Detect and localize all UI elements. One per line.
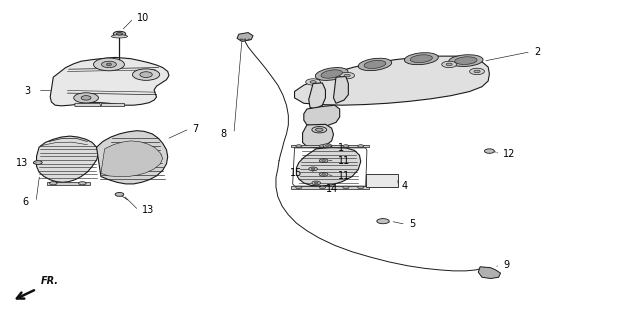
Text: 6: 6 xyxy=(22,197,29,207)
Text: 14: 14 xyxy=(326,184,338,194)
Ellipse shape xyxy=(340,72,355,79)
Text: 10: 10 xyxy=(137,13,149,23)
Ellipse shape xyxy=(484,149,494,153)
Ellipse shape xyxy=(113,31,126,36)
Polygon shape xyxy=(478,267,500,278)
Polygon shape xyxy=(75,103,101,107)
Ellipse shape xyxy=(343,145,349,147)
Text: 13: 13 xyxy=(142,205,154,215)
Polygon shape xyxy=(237,33,253,42)
Text: 1: 1 xyxy=(338,143,344,153)
Text: 15: 15 xyxy=(290,168,303,178)
Ellipse shape xyxy=(296,145,302,147)
Ellipse shape xyxy=(454,57,477,64)
FancyBboxPatch shape xyxy=(240,39,242,40)
Ellipse shape xyxy=(309,167,317,171)
Ellipse shape xyxy=(311,168,315,170)
Text: 2: 2 xyxy=(534,47,540,57)
Ellipse shape xyxy=(81,96,91,100)
Ellipse shape xyxy=(410,55,432,63)
Ellipse shape xyxy=(50,182,57,185)
FancyBboxPatch shape xyxy=(244,39,246,40)
Polygon shape xyxy=(101,141,163,177)
Ellipse shape xyxy=(74,93,99,103)
Text: 7: 7 xyxy=(192,124,199,134)
Text: 4: 4 xyxy=(402,181,408,191)
Ellipse shape xyxy=(446,63,452,66)
Ellipse shape xyxy=(358,145,364,147)
Polygon shape xyxy=(47,182,91,185)
Ellipse shape xyxy=(310,81,316,83)
Ellipse shape xyxy=(79,182,86,185)
Polygon shape xyxy=(101,103,125,107)
Ellipse shape xyxy=(94,58,125,71)
Ellipse shape xyxy=(326,145,329,147)
Text: 5: 5 xyxy=(409,219,415,229)
Ellipse shape xyxy=(344,74,350,77)
Ellipse shape xyxy=(312,126,327,133)
Polygon shape xyxy=(296,147,361,186)
Text: 9: 9 xyxy=(503,260,509,269)
Polygon shape xyxy=(50,57,169,106)
FancyBboxPatch shape xyxy=(247,39,250,40)
Ellipse shape xyxy=(296,186,302,189)
Ellipse shape xyxy=(102,61,117,68)
Text: 11: 11 xyxy=(338,156,350,166)
Ellipse shape xyxy=(133,69,160,80)
Ellipse shape xyxy=(364,60,386,68)
Ellipse shape xyxy=(319,145,326,147)
Ellipse shape xyxy=(321,70,342,78)
Ellipse shape xyxy=(322,173,326,175)
Ellipse shape xyxy=(323,144,332,148)
Ellipse shape xyxy=(358,186,364,189)
Text: 11: 11 xyxy=(338,171,350,181)
Ellipse shape xyxy=(319,159,328,163)
Ellipse shape xyxy=(112,35,128,38)
Polygon shape xyxy=(304,105,340,126)
Ellipse shape xyxy=(469,68,484,75)
Ellipse shape xyxy=(33,161,42,164)
Ellipse shape xyxy=(322,160,326,162)
Ellipse shape xyxy=(315,68,348,80)
Ellipse shape xyxy=(343,186,349,189)
Ellipse shape xyxy=(319,172,328,176)
Ellipse shape xyxy=(115,193,124,196)
Text: 13: 13 xyxy=(16,158,29,168)
Polygon shape xyxy=(291,186,369,189)
Polygon shape xyxy=(303,124,334,148)
Ellipse shape xyxy=(140,72,153,77)
Ellipse shape xyxy=(107,63,112,66)
Ellipse shape xyxy=(358,58,392,71)
Ellipse shape xyxy=(312,181,321,185)
Text: 8: 8 xyxy=(220,129,226,139)
Polygon shape xyxy=(309,83,326,109)
Polygon shape xyxy=(97,131,168,184)
Polygon shape xyxy=(37,136,99,182)
Polygon shape xyxy=(291,145,369,147)
Text: FR.: FR. xyxy=(41,276,59,286)
Ellipse shape xyxy=(474,70,480,73)
Ellipse shape xyxy=(377,219,389,224)
Ellipse shape xyxy=(442,61,456,68)
Ellipse shape xyxy=(449,55,483,67)
Polygon shape xyxy=(334,76,348,103)
Text: 12: 12 xyxy=(503,149,515,159)
FancyBboxPatch shape xyxy=(366,174,398,187)
Text: 3: 3 xyxy=(24,85,30,96)
Ellipse shape xyxy=(117,33,123,35)
Ellipse shape xyxy=(316,128,323,131)
Polygon shape xyxy=(294,56,489,105)
Ellipse shape xyxy=(404,53,438,65)
Ellipse shape xyxy=(314,182,318,184)
Ellipse shape xyxy=(319,186,326,189)
Ellipse shape xyxy=(306,79,321,85)
